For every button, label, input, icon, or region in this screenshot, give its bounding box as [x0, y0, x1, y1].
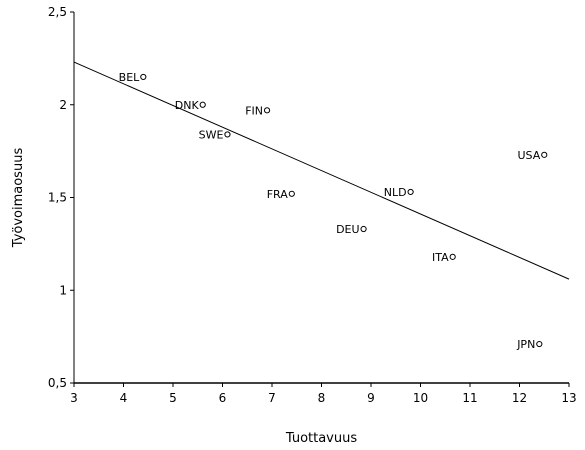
y-tick-label: 0,5	[48, 376, 67, 390]
point-label-bel: BEL	[119, 71, 140, 84]
x-tick-label: 3	[70, 391, 78, 405]
point-label-fra: FRA	[267, 188, 289, 201]
data-point-usa	[541, 151, 548, 158]
y-tick-label: 2	[59, 98, 67, 112]
x-tick-label: 5	[169, 391, 177, 405]
x-tick-label: 12	[512, 391, 527, 405]
x-tick-label: 8	[318, 391, 326, 405]
point-label-swe: SWE	[199, 128, 224, 141]
ticks: 3 4 5 6 7 8 9 10 11 12 13 0,5 1 1,5 2 2,5	[48, 5, 577, 405]
x-tick-label: 13	[561, 391, 576, 405]
data-point-dnk	[199, 101, 206, 108]
axes	[73, 12, 569, 384]
data-point-nld	[407, 188, 414, 196]
point-label-nld: NLD	[384, 186, 407, 199]
data-point-deu	[360, 225, 367, 233]
y-tick-label: 1	[59, 283, 67, 297]
data-point-bel	[140, 73, 147, 81]
data-point-swe	[224, 131, 231, 138]
point-label-fin: FIN	[245, 104, 263, 117]
data-point-fin	[263, 107, 271, 114]
data-point-jpn	[536, 340, 543, 348]
trend-line	[73, 61, 570, 280]
point-label-jpn: JPN	[516, 338, 535, 351]
x-tick-label: 11	[462, 391, 477, 405]
point-label-ita: ITA	[432, 251, 449, 264]
x-tick-label: 10	[413, 391, 428, 405]
x-tick-label: 9	[367, 391, 375, 405]
point-label-usa: USA	[517, 149, 540, 162]
x-tick-label: 6	[219, 391, 227, 405]
data-point-ita	[449, 253, 456, 260]
y-tick-label: 2,5	[48, 5, 67, 19]
point-label-deu: DEU	[336, 223, 359, 236]
data-point-fra	[288, 190, 295, 197]
y-tick-label: 1,5	[48, 191, 67, 205]
point-label-dnk: DNK	[175, 99, 200, 112]
data-points: BEL DNK FIN SWE FRA NLD USA DEU ITA JPN	[119, 71, 548, 351]
x-tick-label: 4	[120, 391, 128, 405]
x-axis-label: Tuottavuus	[285, 431, 357, 446]
y-axis-label: Työvoimaosuus	[11, 148, 26, 249]
x-tick-label: 7	[268, 391, 276, 405]
